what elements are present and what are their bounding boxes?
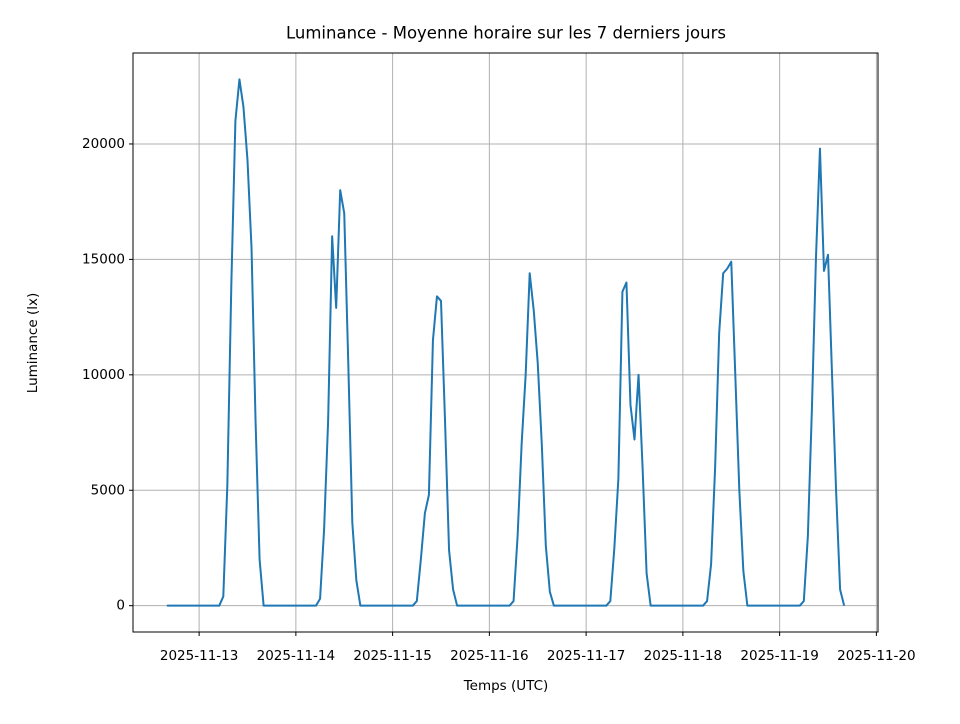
x-tick-label: 2025-11-14 [257, 648, 335, 664]
y-tick-label: 15000 [82, 251, 125, 267]
data-line [166, 78, 846, 607]
x-tick-label: 2025-11-13 [160, 648, 238, 664]
tick-layer: 0 5000 10000 15000 20000 2025-11-13 2025-11-14… [82, 136, 916, 664]
x-tick-label: 2025-11-15 [353, 648, 431, 664]
chart-title: Luminance - Moyenne horaire sur les 7 de… [286, 24, 726, 43]
y-tick-label: 0 [116, 598, 125, 614]
y-tick-label: 20000 [82, 136, 125, 152]
y-tick-label: 5000 [91, 482, 125, 498]
x-tick-label: 2025-11-19 [740, 648, 818, 664]
x-tick-label: 2025-11-18 [644, 648, 722, 664]
x-tick-label: 2025-11-16 [450, 648, 528, 664]
plot-layer [166, 78, 846, 607]
x-axis-label: Temps (UTC) [463, 678, 549, 694]
plot-frame [132, 52, 879, 633]
x-tick-label: 2025-11-20 [837, 648, 915, 664]
y-axis-label: Luminance (lx) [25, 293, 41, 393]
x-tick-label: 2025-11-17 [547, 648, 625, 664]
y-tick-label: 10000 [82, 367, 125, 383]
